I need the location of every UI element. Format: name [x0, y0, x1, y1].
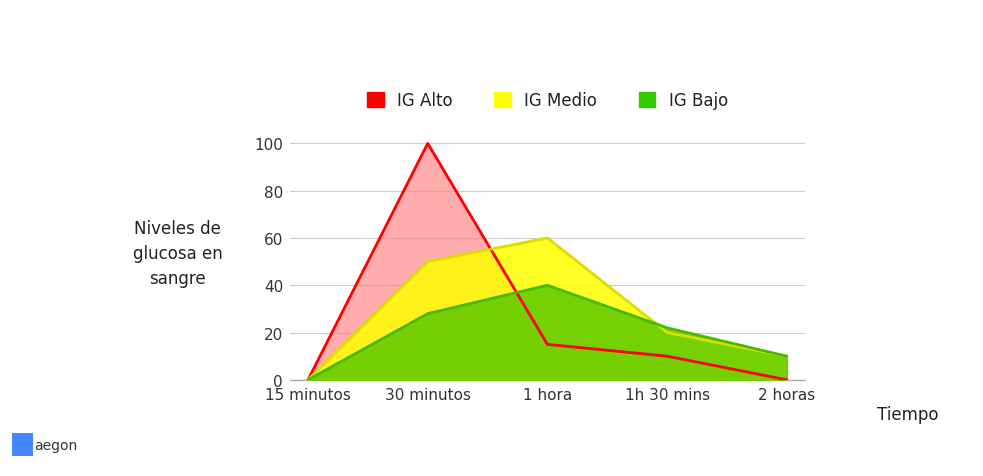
Y-axis label: Niveles de
glucosa en
sangre: Niveles de glucosa en sangre [133, 220, 223, 288]
Text: aegon: aegon [34, 438, 78, 452]
Text: Tiempo: Tiempo [877, 405, 939, 423]
Legend: IG Alto, IG Medio, IG Bajo: IG Alto, IG Medio, IG Bajo [360, 85, 734, 117]
